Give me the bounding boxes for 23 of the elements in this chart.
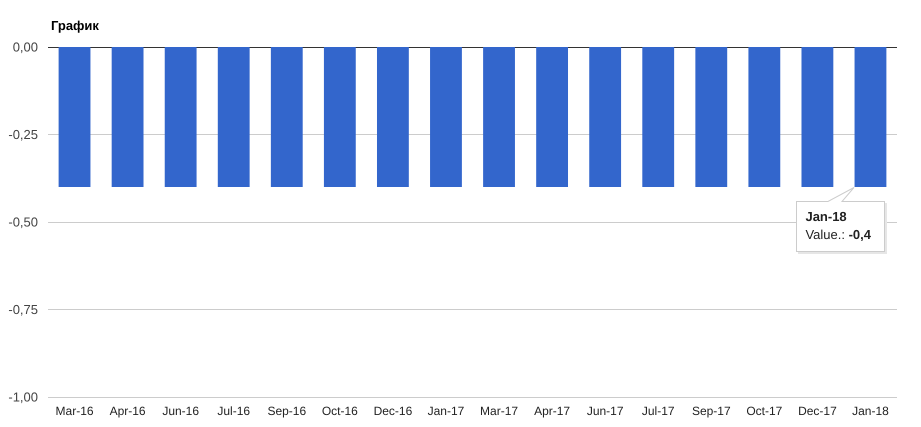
x-tick-label: Apr-17 (534, 404, 570, 418)
x-tick-label: Jan-17 (428, 404, 465, 418)
x-tick-label: Oct-16 (322, 404, 358, 418)
x-tick-label: Dec-17 (798, 404, 838, 418)
x-tick-label: Jun-17 (586, 404, 624, 418)
annotation: Jan-18 Value.: -0,4 (805, 209, 871, 242)
x-tick-label: Jan-18 (852, 404, 890, 418)
chart-title: График (51, 18, 100, 33)
x-tick-label: Jun-16 (162, 404, 200, 418)
x-tick-label: Oct-17 (746, 404, 783, 418)
x-tick-label: Dec-16 (374, 404, 413, 418)
x-tick-label: Mar-16 (56, 404, 94, 418)
x-tick-label: Mar-17 (480, 404, 518, 418)
y-tick-label: -1,00 (8, 390, 38, 404)
x-tick-label: Apr-16 (110, 404, 146, 418)
y-tick-label: -0,25 (8, 127, 38, 142)
x-tick-label: Jul-16 (217, 404, 250, 418)
x-tick-label: Jul-17 (642, 404, 675, 418)
x-tick-label: Sep-16 (267, 404, 306, 418)
y-tick-label: -0,75 (8, 302, 38, 317)
y-tick-label: 0,00 (12, 40, 38, 54)
y-tick-label: -0,50 (8, 214, 38, 230)
x-tick-label: Sep-17 (692, 404, 731, 418)
